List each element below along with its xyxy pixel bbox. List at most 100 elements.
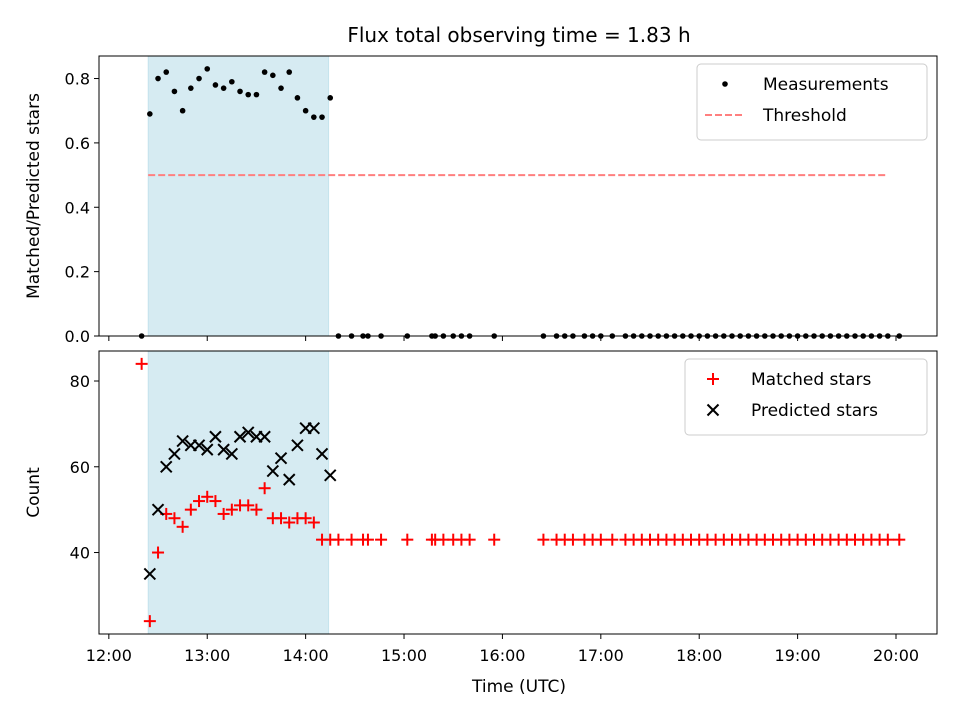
data-point xyxy=(201,443,214,456)
data-point xyxy=(286,69,293,75)
data-point xyxy=(229,78,235,85)
data-point xyxy=(245,91,252,98)
data-point xyxy=(307,516,320,529)
data-point xyxy=(566,533,579,546)
series-plus-0 xyxy=(135,357,906,628)
data-point xyxy=(311,114,317,120)
legend-label: Measurements xyxy=(763,75,889,95)
data-point xyxy=(283,516,296,529)
plot-frame xyxy=(98,55,938,337)
data-point xyxy=(176,434,189,448)
data-point xyxy=(217,507,230,520)
x-axis-label: Time (UTC) xyxy=(471,677,566,697)
y-axis-label: Count xyxy=(24,467,44,518)
data-point xyxy=(209,430,222,443)
data-point xyxy=(168,447,181,461)
data-point xyxy=(302,107,309,114)
y-tick-label: 0.8 xyxy=(65,70,90,89)
highlight-span xyxy=(147,55,330,337)
data-point xyxy=(225,447,239,461)
data-point xyxy=(212,82,219,88)
data-point xyxy=(327,95,334,101)
data-point xyxy=(332,533,345,546)
data-point xyxy=(283,473,296,486)
data-point xyxy=(171,88,178,95)
data-point xyxy=(594,533,607,546)
data-point xyxy=(201,490,214,503)
data-point xyxy=(324,469,337,482)
data-point xyxy=(274,451,288,465)
legend-label: Threshold xyxy=(762,106,847,126)
data-point xyxy=(345,533,358,546)
legend-swatch xyxy=(722,81,728,87)
data-point xyxy=(147,111,153,117)
data-point xyxy=(893,533,906,546)
data-point xyxy=(220,85,227,91)
data-point xyxy=(151,503,165,516)
data-point xyxy=(278,85,284,91)
data-point xyxy=(270,72,276,79)
x-tick-label: 19:00 xyxy=(775,646,821,665)
chart-title: Flux total observing time = 1.83 h xyxy=(347,23,690,47)
ratio-panel: 0.0 0.2 0.4 0.6 0.8 Matched/Predicted stars Me… xyxy=(24,55,938,346)
x-tick-label: 13:00 xyxy=(184,646,230,665)
legend-box xyxy=(696,63,928,141)
highlight-span xyxy=(147,350,330,635)
data-point xyxy=(488,533,501,546)
series-x-1 xyxy=(143,421,337,581)
data-point xyxy=(242,499,255,512)
data-point xyxy=(143,615,156,628)
data-point xyxy=(179,107,186,114)
x-tick-label: 17:00 xyxy=(578,646,624,665)
y-tick-label: 60 xyxy=(70,458,90,477)
data-point xyxy=(233,430,247,443)
data-point xyxy=(196,75,202,82)
data-point xyxy=(266,464,280,478)
data-point xyxy=(225,503,238,516)
data-point xyxy=(135,357,148,370)
legend-swatch xyxy=(707,373,719,385)
y-axis-label: Matched/Predicted stars xyxy=(24,93,44,299)
data-point xyxy=(315,447,329,461)
x-tick-label: 16:00 xyxy=(479,646,525,665)
data-point xyxy=(242,426,255,439)
y-tick-label: 80 xyxy=(70,372,90,391)
data-point xyxy=(193,495,206,508)
y-tick-label: 40 xyxy=(70,544,90,563)
data-point xyxy=(237,88,243,95)
data-point xyxy=(192,439,206,452)
legend: Measurements Threshold xyxy=(696,63,928,141)
data-point xyxy=(319,114,325,120)
x-tick-label: 20:00 xyxy=(873,646,919,665)
legend-label: Matched stars xyxy=(751,370,871,390)
legend-box xyxy=(684,358,928,436)
data-point xyxy=(184,503,197,516)
x-tick-label: 12:00 xyxy=(86,646,132,665)
data-point xyxy=(176,520,189,533)
count-panel: 40 60 80 12:00 13:00 14:00 15:00 16:00 17:00 18:0… xyxy=(24,350,938,665)
data-point xyxy=(250,503,263,516)
x-tick-label: 15:00 xyxy=(381,646,427,665)
data-point xyxy=(294,95,301,101)
y-tick-label: 0.6 xyxy=(65,134,90,153)
data-point xyxy=(375,533,388,546)
data-point xyxy=(881,533,894,546)
y-tick-label: 0.0 xyxy=(65,327,90,346)
data-point xyxy=(160,460,173,473)
data-point xyxy=(299,512,312,525)
data-point xyxy=(188,85,194,91)
data-point xyxy=(258,430,271,443)
legend-swatch xyxy=(706,403,720,417)
legend-label: Predicted stars xyxy=(751,401,878,421)
data-point xyxy=(463,533,476,546)
data-point xyxy=(291,439,304,452)
legend: Matched stars Predicted stars xyxy=(684,358,928,436)
data-point xyxy=(143,567,157,581)
data-point xyxy=(155,75,161,82)
data-point xyxy=(361,533,374,546)
data-point xyxy=(163,69,170,75)
data-point xyxy=(152,546,165,559)
data-point xyxy=(537,533,550,546)
data-point xyxy=(168,512,181,525)
